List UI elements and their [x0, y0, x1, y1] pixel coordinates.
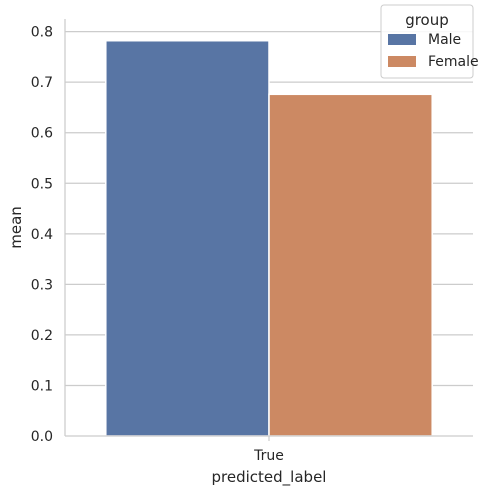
- x-axis-label: predicted_label: [212, 468, 327, 487]
- x-tick-labels: True: [253, 436, 284, 464]
- bars: [105, 39, 433, 437]
- y-tick-label: 0.8: [31, 25, 53, 41]
- legend-title: group: [405, 11, 449, 29]
- y-tick-label: 0.3: [31, 277, 53, 293]
- y-tick-label: 0.7: [31, 75, 53, 91]
- y-tick-label: 0.5: [31, 176, 53, 192]
- y-tick-label: 0.0: [31, 429, 53, 445]
- y-tick-label: 0.6: [31, 126, 53, 142]
- y-tick-label: 0.4: [31, 227, 53, 243]
- y-tick-label: 0.2: [31, 328, 53, 344]
- legend: group Male Female: [380, 4, 479, 79]
- legend-swatch-female: [388, 56, 416, 67]
- bar-female: [268, 93, 433, 437]
- legend-swatch-male: [388, 34, 416, 45]
- y-tick-labels: 0.0 0.1 0.2 0.3 0.4 0.5 0.6 0.7 0.8: [31, 25, 53, 445]
- y-tick-label: 0.1: [31, 378, 53, 394]
- y-axis-label: mean: [7, 206, 25, 249]
- legend-label-female: Female: [428, 54, 479, 70]
- bar-male: [105, 39, 270, 437]
- legend-label-male: Male: [428, 32, 461, 48]
- x-tick-label: True: [253, 448, 284, 464]
